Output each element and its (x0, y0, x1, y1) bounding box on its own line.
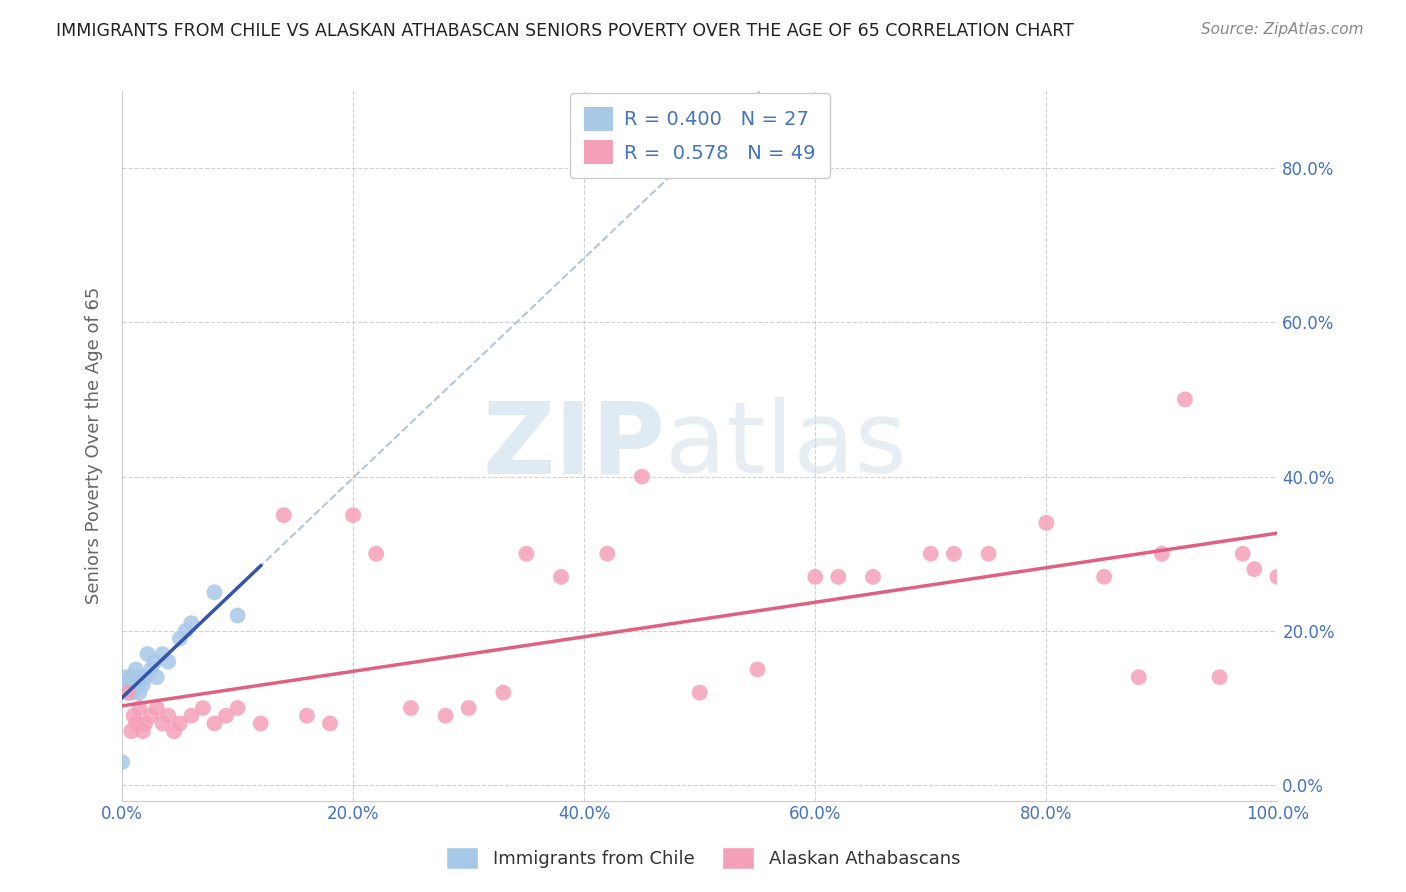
Point (862, 570, 884, 584)
Point (152, 716, 174, 731)
Point (295, 708, 318, 723)
Point (120, 670, 142, 684)
Point (127, 670, 149, 684)
Point (152, 647, 174, 661)
Point (169, 632, 191, 646)
Point (215, 708, 238, 723)
Point (169, 716, 191, 731)
Point (121, 685, 143, 699)
Point (1035, 516, 1057, 530)
Point (1092, 570, 1115, 584)
Point (689, 685, 711, 699)
Point (550, 570, 572, 584)
Point (125, 678, 148, 692)
Text: IMMIGRANTS FROM CHILE VS ALASKAN ATHABASCAN SENIORS POVERTY OVER THE AGE OF 65 C: IMMIGRANTS FROM CHILE VS ALASKAN ATHABAS… (56, 22, 1074, 40)
Point (1243, 562, 1265, 576)
Point (163, 724, 186, 739)
Point (1267, 570, 1289, 584)
Point (115, 670, 138, 684)
Point (1150, 547, 1173, 561)
Point (226, 608, 249, 623)
Point (366, 547, 388, 561)
Point (120, 724, 142, 739)
Point (319, 716, 342, 731)
Point (128, 685, 150, 699)
Point (596, 547, 619, 561)
Point (942, 547, 965, 561)
Point (180, 616, 202, 631)
Point (827, 570, 849, 584)
Point (139, 663, 162, 677)
Point (492, 685, 515, 699)
Point (136, 647, 159, 661)
Point (132, 678, 155, 692)
Text: Source: ZipAtlas.com: Source: ZipAtlas.com (1201, 22, 1364, 37)
Legend: R = 0.400   N = 27, R =  0.578   N = 49: R = 0.400 N = 27, R = 0.578 N = 49 (569, 94, 830, 178)
Point (111, 755, 134, 769)
Point (128, 701, 150, 715)
Point (631, 469, 654, 483)
Point (273, 508, 295, 523)
Point (249, 716, 271, 731)
Point (125, 716, 148, 731)
Point (118, 685, 141, 699)
Text: atlas: atlas (665, 397, 907, 494)
Point (434, 708, 457, 723)
Legend: Immigrants from Chile, Alaskan Athabascans: Immigrants from Chile, Alaskan Athabasca… (437, 838, 969, 879)
Point (134, 670, 156, 684)
Point (457, 701, 479, 715)
Point (399, 701, 422, 715)
Point (129, 670, 152, 684)
Point (204, 716, 226, 731)
Point (120, 678, 142, 692)
Point (134, 716, 156, 731)
Point (139, 708, 162, 723)
Point (132, 724, 155, 739)
Point (804, 570, 827, 584)
Point (515, 547, 537, 561)
Point (920, 547, 942, 561)
Point (117, 678, 139, 692)
Point (226, 701, 249, 715)
Point (145, 670, 167, 684)
Point (145, 701, 167, 715)
Y-axis label: Seniors Poverty Over the Age of 65: Seniors Poverty Over the Age of 65 (86, 287, 103, 605)
Point (747, 663, 769, 677)
Point (143, 655, 166, 669)
Text: ZIP: ZIP (482, 397, 665, 494)
Point (1174, 392, 1197, 407)
Point (180, 708, 202, 723)
Point (977, 547, 1000, 561)
Point (204, 585, 226, 599)
Point (122, 708, 145, 723)
Point (1128, 670, 1150, 684)
Point (1232, 547, 1254, 561)
Point (157, 655, 180, 669)
Point (191, 701, 214, 715)
Point (122, 670, 145, 684)
Point (342, 508, 364, 523)
Point (117, 685, 139, 699)
Point (1208, 670, 1230, 684)
Point (174, 624, 197, 638)
Point (157, 708, 180, 723)
Point (124, 678, 146, 692)
Point (125, 663, 148, 677)
